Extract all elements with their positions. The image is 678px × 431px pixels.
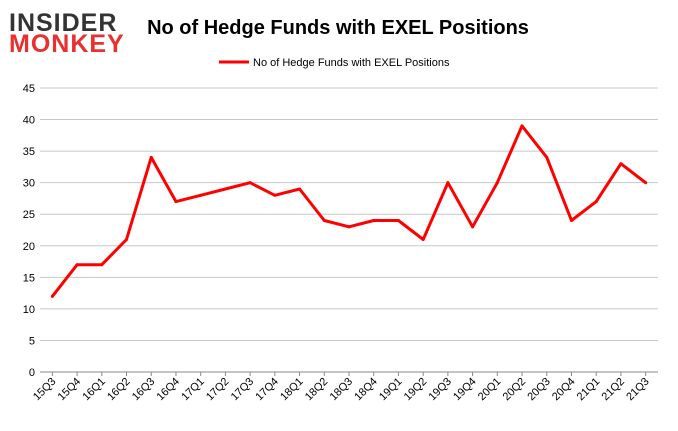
y-tick-label-20: 20 bbox=[23, 241, 35, 253]
data-point-19Q2 bbox=[421, 237, 425, 241]
data-point-19Q3 bbox=[446, 181, 450, 185]
data-point-20Q3 bbox=[545, 155, 549, 159]
x-tick-label-18Q3: 18Q3 bbox=[328, 376, 356, 404]
x-tick-label-21Q1: 21Q1 bbox=[575, 376, 603, 404]
data-point-18Q1 bbox=[298, 187, 302, 191]
x-tick-label-19Q4: 19Q4 bbox=[451, 376, 479, 404]
x-tick-label-16Q2: 16Q2 bbox=[105, 376, 133, 404]
x-tick-label-15Q3: 15Q3 bbox=[31, 376, 59, 404]
x-tick-label-21Q2: 21Q2 bbox=[600, 376, 628, 404]
data-point-19Q1 bbox=[396, 219, 400, 223]
chart-title: No of Hedge Funds with EXEL Positions bbox=[147, 17, 529, 39]
x-tick-label-18Q2: 18Q2 bbox=[303, 376, 331, 404]
x-tick-label-20Q3: 20Q3 bbox=[525, 376, 553, 404]
x-tick-label-15Q4: 15Q4 bbox=[56, 376, 84, 404]
x-tick-label-18Q1: 18Q1 bbox=[278, 376, 306, 404]
x-tick-label-16Q1: 16Q1 bbox=[80, 376, 108, 404]
data-point-21Q2 bbox=[619, 162, 623, 166]
data-point-21Q1 bbox=[594, 200, 598, 204]
y-tick-label-45: 45 bbox=[23, 83, 35, 95]
data-point-17Q2 bbox=[223, 187, 227, 191]
x-tick-label-19Q2: 19Q2 bbox=[402, 376, 430, 404]
data-point-16Q3 bbox=[149, 155, 153, 159]
data-point-18Q2 bbox=[322, 219, 326, 223]
x-tick-label-19Q1: 19Q1 bbox=[377, 376, 405, 404]
data-point-17Q1 bbox=[199, 193, 203, 197]
x-tick-label-21Q3: 21Q3 bbox=[624, 376, 652, 404]
data-point-18Q4 bbox=[372, 219, 376, 223]
data-point-20Q1 bbox=[495, 181, 499, 185]
y-tick-label-15: 15 bbox=[23, 272, 35, 284]
data-point-20Q4 bbox=[569, 219, 573, 223]
y-tick-label-30: 30 bbox=[23, 178, 35, 190]
y-tick-label-5: 5 bbox=[29, 335, 35, 347]
x-tick-label-17Q4: 17Q4 bbox=[253, 376, 281, 404]
y-tick-label-10: 10 bbox=[23, 304, 35, 316]
legend: No of Hedge Funds with EXEL Positions bbox=[219, 57, 450, 69]
data-point-17Q4 bbox=[273, 193, 277, 197]
data-point-19Q4 bbox=[471, 225, 475, 229]
data-point-18Q3 bbox=[347, 225, 351, 229]
logo-line1: INSIDER bbox=[9, 9, 117, 37]
data-point-15Q3 bbox=[50, 294, 54, 298]
y-tick-label-40: 40 bbox=[23, 115, 35, 127]
x-tick-label-20Q2: 20Q2 bbox=[501, 376, 529, 404]
x-tick-label-16Q3: 16Q3 bbox=[130, 376, 158, 404]
x-tick-label-20Q1: 20Q1 bbox=[476, 376, 504, 404]
x-tick-label-18Q4: 18Q4 bbox=[352, 376, 380, 404]
x-tick-label-16Q4: 16Q4 bbox=[155, 376, 183, 404]
x-tick-label-17Q1: 17Q1 bbox=[179, 376, 207, 404]
x-tick-label-20Q4: 20Q4 bbox=[550, 376, 578, 404]
x-tick-label-17Q3: 17Q3 bbox=[229, 376, 257, 404]
data-point-20Q2 bbox=[520, 124, 524, 128]
plot-area: 0 5 10 15 20 25 30 35 40 45 15Q315Q416Q116Q216Q316… bbox=[23, 83, 658, 403]
data-point-21Q3 bbox=[644, 181, 648, 185]
data-point-16Q2 bbox=[125, 237, 129, 241]
y-tick-label-35: 35 bbox=[23, 146, 35, 158]
y-tick-label-25: 25 bbox=[23, 209, 35, 221]
x-tick-label-17Q2: 17Q2 bbox=[204, 376, 232, 404]
logo-line2: MONKEY bbox=[9, 30, 125, 58]
y-tick-label-0: 0 bbox=[29, 367, 35, 379]
data-point-16Q4 bbox=[174, 200, 178, 204]
legend-label: No of Hedge Funds with EXEL Positions bbox=[253, 57, 450, 69]
insider-monkey-logo: INSIDER MONKEY bbox=[9, 9, 125, 58]
data-point-15Q4 bbox=[75, 263, 79, 267]
data-point-17Q3 bbox=[248, 181, 252, 185]
x-tick-label-19Q3: 19Q3 bbox=[426, 376, 454, 404]
data-point-16Q1 bbox=[100, 263, 104, 267]
